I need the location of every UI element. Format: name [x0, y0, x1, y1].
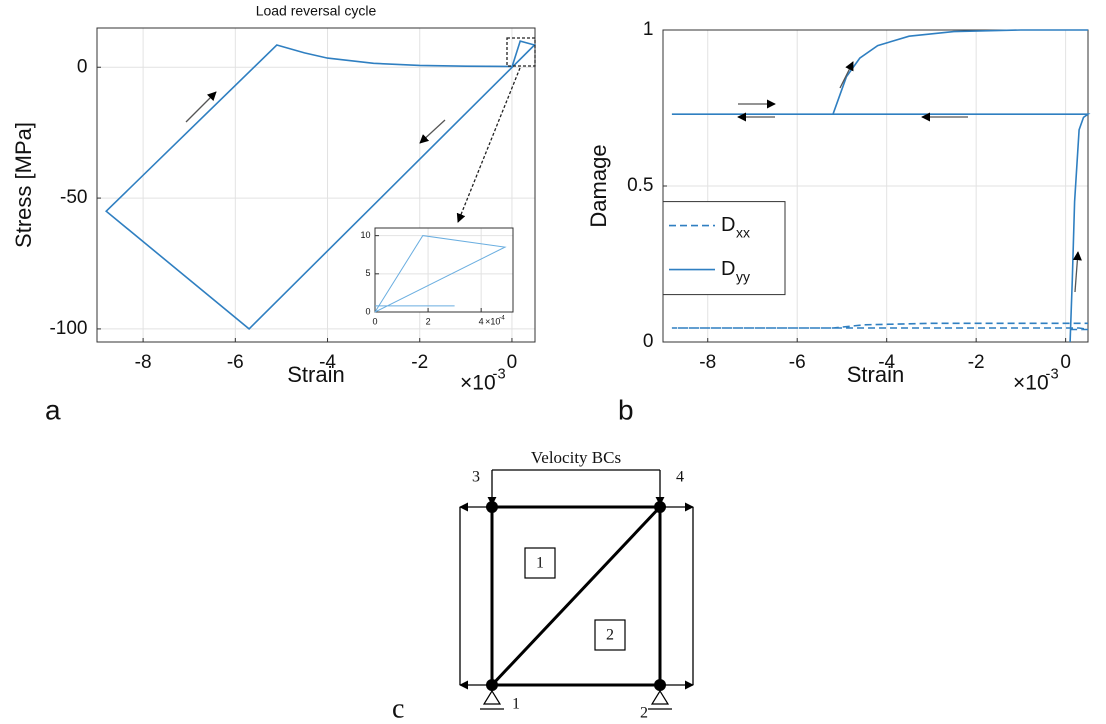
y-axis-label: Stress [MPa]	[11, 122, 36, 248]
x-tick-label: -8	[699, 352, 716, 373]
chart: 0 2 4 0 5 10 ×10-4	[360, 227, 514, 326]
series-line	[105, 40, 537, 330]
chart: -8 -6 -4 -2 0 -100 -50 0 Load reversal cycle Stra…	[11, 3, 537, 425]
x-tick-label: -4	[319, 352, 336, 373]
y-axis-label: Damage	[586, 144, 611, 227]
x-tick-label: -4	[878, 352, 895, 373]
y-tick-label: -50	[60, 187, 87, 208]
x-multiplier-exponent: -3	[493, 366, 506, 382]
y-tick-label: 0	[365, 306, 370, 316]
element-label: 1	[536, 555, 544, 572]
x-axis-label: Strain	[287, 362, 344, 387]
x-tick-label: 4	[479, 316, 484, 326]
y-tick-label: 10	[360, 230, 370, 240]
charts: -8 -6 -4 -2 0 -100 -50 0 Load reversal cycle Stra…	[11, 3, 1091, 425]
node-label: 1	[512, 696, 520, 713]
node-label: 4	[676, 469, 684, 486]
legend-box	[662, 201, 786, 296]
x-tick-label: -2	[968, 352, 985, 373]
element-label: 2	[606, 627, 614, 644]
x-tick-label: 2	[426, 316, 431, 326]
series-line	[671, 29, 1091, 343]
x-tick-label: -6	[227, 352, 244, 373]
x-tick-label: 0	[507, 352, 518, 373]
node-label: 3	[472, 469, 480, 486]
axes-box	[96, 27, 536, 343]
panel-label: a	[45, 394, 61, 425]
chart-title: Load reversal cycle	[256, 3, 377, 19]
x-multiplier: ×10	[1013, 372, 1049, 395]
axes-box	[662, 29, 1089, 343]
series-line	[671, 322, 1089, 331]
diagram: Velocity BCs 1 2 3 4	[392, 448, 694, 724]
legend-label-subscript: yy	[736, 268, 750, 284]
x-multiplier: ×10	[460, 372, 496, 395]
x-tick-label: -6	[789, 352, 806, 373]
plot-area	[375, 228, 513, 312]
x-tick-label: -8	[135, 352, 152, 373]
legend-label: D	[721, 214, 735, 236]
x-multiplier-exponent: -3	[1046, 366, 1059, 382]
y-tick-label: 0	[643, 331, 654, 352]
annotations	[185, 37, 1082, 293]
x-tick-label: -2	[411, 352, 428, 373]
diagram-title: Velocity BCs	[531, 448, 621, 467]
x-multiplier-exponent: -4	[499, 315, 505, 322]
legend-label: D	[721, 258, 735, 280]
node-label: 2	[640, 705, 648, 722]
y-tick-label: 0	[77, 56, 88, 77]
panel-label: b	[618, 394, 634, 425]
panel-label: c	[392, 693, 404, 724]
series-line	[374, 235, 507, 313]
y-tick-label: -100	[49, 318, 87, 339]
x-multiplier: ×10	[485, 316, 500, 326]
x-tick-label: 0	[1060, 352, 1071, 373]
legend-label-subscript: xx	[736, 224, 750, 240]
y-tick-label: 5	[365, 268, 370, 278]
axes-box	[374, 227, 514, 313]
y-tick-label: 1	[643, 19, 654, 40]
x-axis-label: Strain	[847, 362, 904, 387]
y-tick-label: 0.5	[627, 175, 653, 196]
x-tick-label: 0	[372, 316, 377, 326]
